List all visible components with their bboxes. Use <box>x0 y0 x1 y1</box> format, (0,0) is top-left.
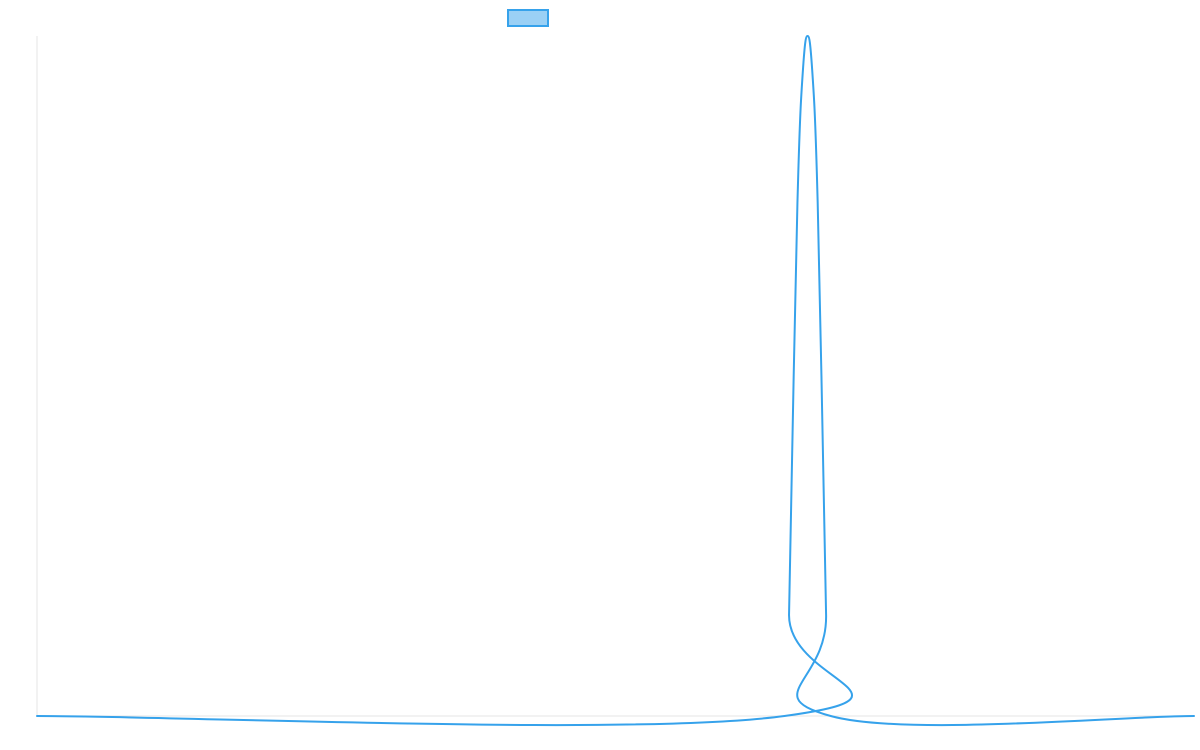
legend-swatch <box>507 9 549 27</box>
series-line-0 <box>36 35 1195 727</box>
